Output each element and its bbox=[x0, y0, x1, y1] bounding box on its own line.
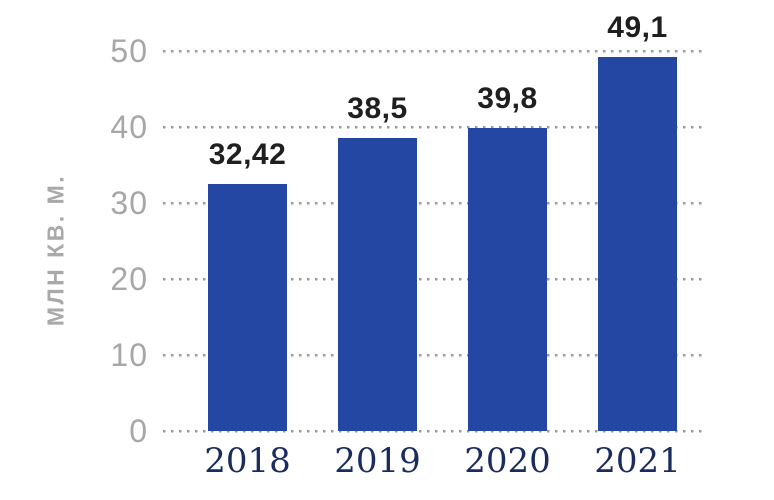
x-axis-label-2020: 2020 bbox=[464, 441, 551, 481]
bar-value-label: 32,42 bbox=[208, 138, 287, 171]
y-tick-label: 10 bbox=[110, 337, 148, 373]
y-tick-label: 0 bbox=[129, 413, 148, 449]
bar-2018 bbox=[208, 184, 287, 431]
y-tick-label: 40 bbox=[110, 109, 148, 145]
bar-2021 bbox=[598, 57, 677, 431]
y-tick-label: 20 bbox=[110, 261, 148, 297]
x-axis-label-2018: 2018 bbox=[204, 441, 291, 481]
gridline-50 bbox=[163, 50, 703, 53]
gridline-0 bbox=[163, 430, 703, 433]
x-axis-label-2019: 2019 bbox=[334, 441, 421, 481]
y-axis-title: млн кв. м. bbox=[42, 173, 69, 327]
gridline-20 bbox=[163, 278, 703, 281]
y-tick-label: 50 bbox=[110, 33, 148, 69]
bar-2020 bbox=[468, 128, 547, 431]
bar-value-label: 38,5 bbox=[347, 92, 408, 125]
y-axis-title-wrap: млн кв. м. bbox=[34, 60, 78, 440]
y-tick-label: 30 bbox=[110, 185, 148, 221]
bar-2019 bbox=[338, 138, 417, 431]
gridline-30 bbox=[163, 202, 703, 205]
x-axis-label-2021: 2021 bbox=[594, 441, 681, 481]
gridline-10 bbox=[163, 354, 703, 357]
gridline-40 bbox=[163, 126, 703, 129]
bar-value-label: 49,1 bbox=[607, 11, 668, 44]
bar-value-label: 39,8 bbox=[477, 82, 538, 115]
